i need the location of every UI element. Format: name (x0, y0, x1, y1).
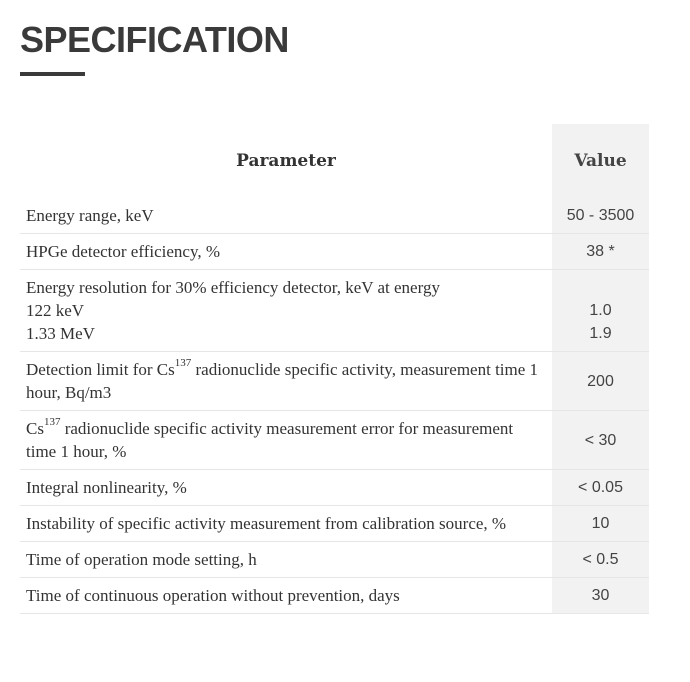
table-row: Cs137 radionuclide specific activity mea… (20, 410, 649, 470)
parameter-text: Cs (26, 419, 44, 438)
row-parameter-sub: 1.33 MeV (26, 324, 95, 343)
row-parameter: Detection limit for Cs137 radionuclide s… (20, 351, 552, 411)
specification-table: Parameter Value Energy range, keV 50 - 3… (20, 124, 649, 614)
row-value: 200 (552, 351, 649, 411)
table-row: Time of continuous operation without pre… (20, 577, 649, 614)
table-row: Integral nonlinearity, % < 0.05 (20, 469, 649, 506)
parameter-text: radionuclide specific activity, measurem… (26, 360, 539, 402)
parameter-text: radionuclide specific activity measureme… (26, 419, 514, 461)
header-row: Parameter Value (20, 124, 649, 198)
row-value: 38 * (552, 233, 649, 270)
row-value: 30 (552, 577, 649, 614)
row-value: < 30 (552, 410, 649, 470)
row-value-sub: 1.9 (589, 325, 612, 342)
row-parameter: Energy range, keV (20, 198, 552, 234)
row-parameter-sub: 122 keV (26, 301, 85, 320)
row-parameter: Cs137 radionuclide specific activity mea… (20, 410, 552, 470)
row-parameter: HPGe detector efficiency, % (20, 233, 552, 270)
parameter-text: Detection limit for Cs (26, 360, 175, 379)
isotope-superscript: 137 (174, 357, 192, 370)
row-parameter-main: Energy resolution for 30% efficiency det… (26, 278, 440, 297)
row-value-sub: 1.0 (589, 302, 612, 319)
table-row: Energy resolution for 30% efficiency det… (20, 269, 649, 352)
value-header: Value (552, 124, 649, 198)
row-parameter: Time of operation mode setting, h (20, 541, 552, 578)
isotope-superscript: 137 (43, 416, 61, 429)
table-row: Energy range, keV 50 - 3500 (20, 198, 649, 234)
table-row: Time of operation mode setting, h < 0.5 (20, 541, 649, 578)
table-row: Detection limit for Cs137 radionuclide s… (20, 351, 649, 411)
row-parameter: Instability of specific activity measure… (20, 505, 552, 542)
row-parameter: Time of continuous operation without pre… (20, 577, 552, 614)
row-value: 50 - 3500 (552, 198, 649, 234)
page-title: SPECIFICATION (20, 19, 289, 60)
row-value: 1.0 1.9 (552, 269, 649, 352)
title-underline (20, 72, 85, 76)
row-parameter: Energy resolution for 30% efficiency det… (20, 269, 552, 352)
row-value: < 0.5 (552, 541, 649, 578)
row-parameter: Integral nonlinearity, % (20, 469, 552, 506)
row-value: < 0.05 (552, 469, 649, 506)
table-row: Instability of specific activity measure… (20, 505, 649, 542)
row-value: 10 (552, 505, 649, 542)
parameter-header: Parameter (236, 151, 336, 171)
table-row: HPGe detector efficiency, % 38 * (20, 233, 649, 270)
